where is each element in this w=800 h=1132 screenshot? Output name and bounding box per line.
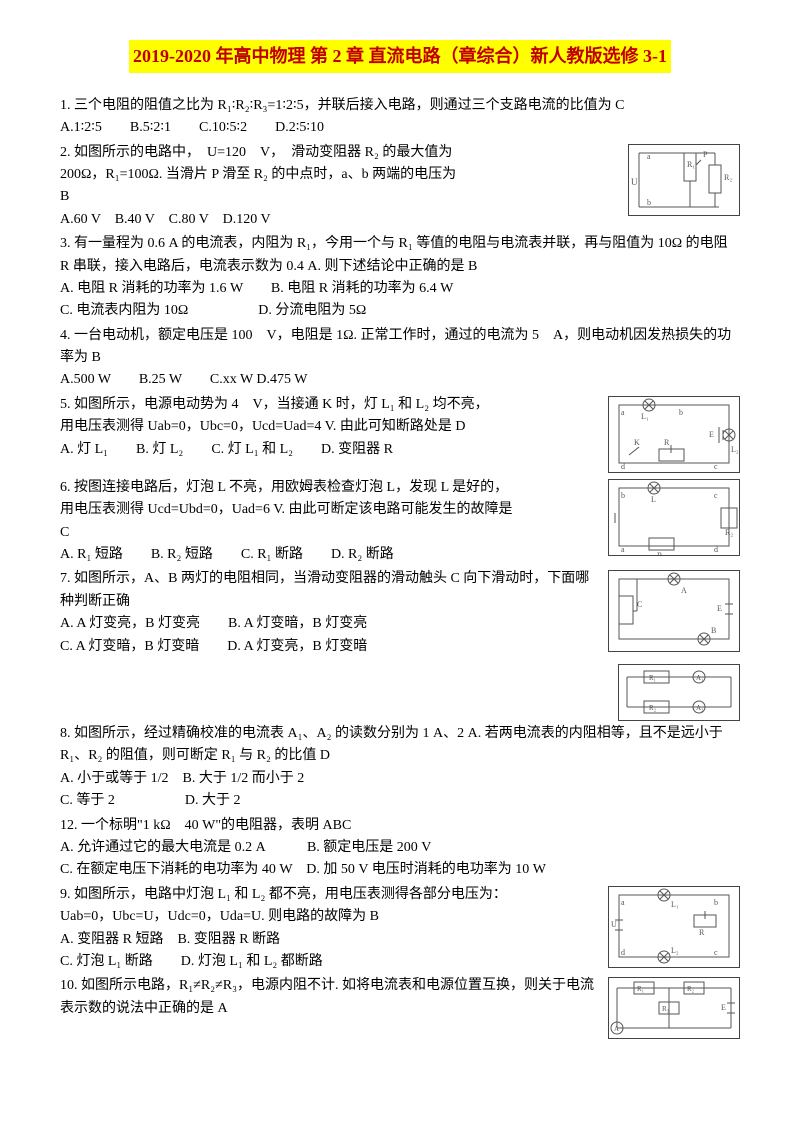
q3-stem: 3. 有一量程为 0.6 A 的电流表，内阻为 R₁，今用一个与 R₁ 等值的电… xyxy=(60,233,740,278)
svg-text:R₁: R₁ xyxy=(687,160,695,169)
svg-text:L₂: L₂ xyxy=(731,445,739,454)
svg-text:a: a xyxy=(621,545,625,554)
question-5: a b c d L₁ L₂ E K R 5. 如图所示，电源电动势为 4 V，当… xyxy=(60,394,740,475)
svg-text:a: a xyxy=(647,152,651,161)
svg-text:R₂: R₂ xyxy=(687,985,695,993)
svg-text:d: d xyxy=(714,545,718,554)
svg-text:L₁: L₁ xyxy=(671,900,679,909)
svg-text:d: d xyxy=(621,948,625,957)
q8-circuit-figure: R₁ R₂ A₁ A₂ xyxy=(618,664,740,721)
svg-text:R₁: R₁ xyxy=(657,551,665,555)
q4-options: A.500 W B.25 W C.xx W D.475 W xyxy=(60,369,740,391)
svg-text:K: K xyxy=(634,438,640,447)
svg-text:b: b xyxy=(621,491,625,500)
svg-text:C: C xyxy=(637,600,642,609)
q6-circuit-figure: b c a d L R₂ R₁ xyxy=(608,479,740,556)
svg-text:R₁: R₁ xyxy=(649,674,656,682)
svg-text:b: b xyxy=(714,898,718,907)
question-10: A R₁ R₂ R₃ E 10. 如图所示电路，R₁≠R₂≠R₃，电源内阻不计.… xyxy=(60,975,740,1041)
svg-text:R₂: R₂ xyxy=(725,528,733,537)
svg-text:R: R xyxy=(664,438,670,447)
question-4: 4. 一台电动机，额定电压是 100 V，电阻是 1Ω. 正常工作时，通过的电流… xyxy=(60,325,740,392)
q12-opt-ab: A. 允许通过它的最大电流是 0.2 A B. 额定电压是 200 V xyxy=(60,837,740,859)
svg-text:U: U xyxy=(611,920,617,929)
q12-stem: 12. 一个标明"1 kΩ 40 W"的电阻器，表明 ABC xyxy=(60,815,740,837)
svg-text:c: c xyxy=(714,491,718,500)
svg-text:A₁: A₁ xyxy=(696,674,704,682)
svg-text:A: A xyxy=(614,1025,619,1033)
q12-opt-cd: C. 在额定电压下消耗的电功率为 40 W D. 加 50 V 电压时消耗的电功… xyxy=(60,859,740,881)
q8-opt-ab: A. 小于或等于 1/2 B. 大于 1/2 而小于 2 xyxy=(60,768,740,790)
svg-text:R₂: R₂ xyxy=(724,173,732,182)
question-7: A B E C 7. 如图所示，A、B 两灯的电阻相同，当滑动变阻器的滑动触头 … xyxy=(60,568,740,658)
svg-text:E: E xyxy=(721,1003,726,1012)
svg-text:b: b xyxy=(679,408,683,417)
svg-text:U: U xyxy=(631,177,638,187)
svg-text:R₂: R₂ xyxy=(649,704,657,712)
question-8: 8. 如图所示，经过精确校准的电流表 A₁、A₂ 的读数分别为 1 A、2 A.… xyxy=(60,723,740,813)
svg-text:b: b xyxy=(647,198,651,207)
svg-text:d: d xyxy=(621,462,625,471)
question-2: U R₁ R₂ P a b 2. 如图所示的电路中， U=120 V， 滑动变阻… xyxy=(60,142,740,232)
svg-text:E: E xyxy=(709,430,714,439)
q7-circuit-figure: A B E C xyxy=(608,570,740,652)
q1-stem: 1. 三个电阻的阻值之比为 R₁∶R₂∶R₃=1∶2∶5，并联后接入电路，则通过… xyxy=(60,95,740,117)
svg-text:c: c xyxy=(714,462,718,471)
svg-text:R: R xyxy=(699,928,705,937)
svg-text:B: B xyxy=(711,626,716,635)
q8-stem: 8. 如图所示，经过精确校准的电流表 A₁、A₂ 的读数分别为 1 A、2 A.… xyxy=(60,723,740,768)
q3-opt-ab: A. 电阻 R 消耗的功率为 1.6 W B. 电阻 R 消耗的功率为 6.4 … xyxy=(60,278,740,300)
svg-text:a: a xyxy=(621,408,625,417)
q8-opt-cd: C. 等于 2 D. 大于 2 xyxy=(60,790,740,812)
question-12: 12. 一个标明"1 kΩ 40 W"的电阻器，表明 ABC A. 允许通过它的… xyxy=(60,815,740,882)
q3-opt-cd: C. 电流表内阻为 10Ω D. 分流电阻为 5Ω xyxy=(60,300,740,322)
q2-circuit-figure: U R₁ R₂ P a b xyxy=(628,144,740,216)
svg-text:A: A xyxy=(681,586,687,595)
page-title: 2019-2020 年高中物理 第 2 章 直流电路（章综合）新人教版选修 3-… xyxy=(129,40,671,73)
question-6: b c a d L R₂ R₁ 6. 按图连接电路后，灯泡 L 不亮，用欧姆表检… xyxy=(60,477,740,567)
q9-circuit-figure: a b c d L₁ L₂ R U xyxy=(608,886,740,968)
question-3: 3. 有一量程为 0.6 A 的电流表，内阻为 R₁，今用一个与 R₁ 等值的电… xyxy=(60,233,740,323)
q4-stem: 4. 一台电动机，额定电压是 100 V，电阻是 1Ω. 正常工作时，通过的电流… xyxy=(60,325,740,370)
svg-text:a: a xyxy=(621,898,625,907)
question-9: a b c d L₁ L₂ R U 9. 如图所示，电路中灯泡 L₁ 和 L₂ … xyxy=(60,884,740,974)
svg-text:R₁: R₁ xyxy=(637,985,644,993)
svg-text:L₁: L₁ xyxy=(641,412,649,421)
svg-text:E: E xyxy=(717,604,722,613)
svg-text:R₃: R₃ xyxy=(662,1005,670,1013)
svg-text:c: c xyxy=(714,948,718,957)
q10-circuit-figure: A R₁ R₂ R₃ E xyxy=(608,977,740,1039)
svg-text:A₂: A₂ xyxy=(696,704,704,712)
q1-options: A.1∶2∶5 B.5∶2∶1 C.10∶5∶2 D.2∶5∶10 xyxy=(60,117,740,139)
q5-circuit-figure: a b c d L₁ L₂ E K R xyxy=(608,396,740,473)
svg-text:L: L xyxy=(651,495,656,504)
svg-text:L₂: L₂ xyxy=(671,946,679,955)
title-wrap: 2019-2020 年高中物理 第 2 章 直流电路（章综合）新人教版选修 3-… xyxy=(60,40,740,83)
question-1: 1. 三个电阻的阻值之比为 R₁∶R₂∶R₃=1∶2∶5，并联后接入电路，则通过… xyxy=(60,95,740,140)
svg-text:P: P xyxy=(703,150,708,159)
